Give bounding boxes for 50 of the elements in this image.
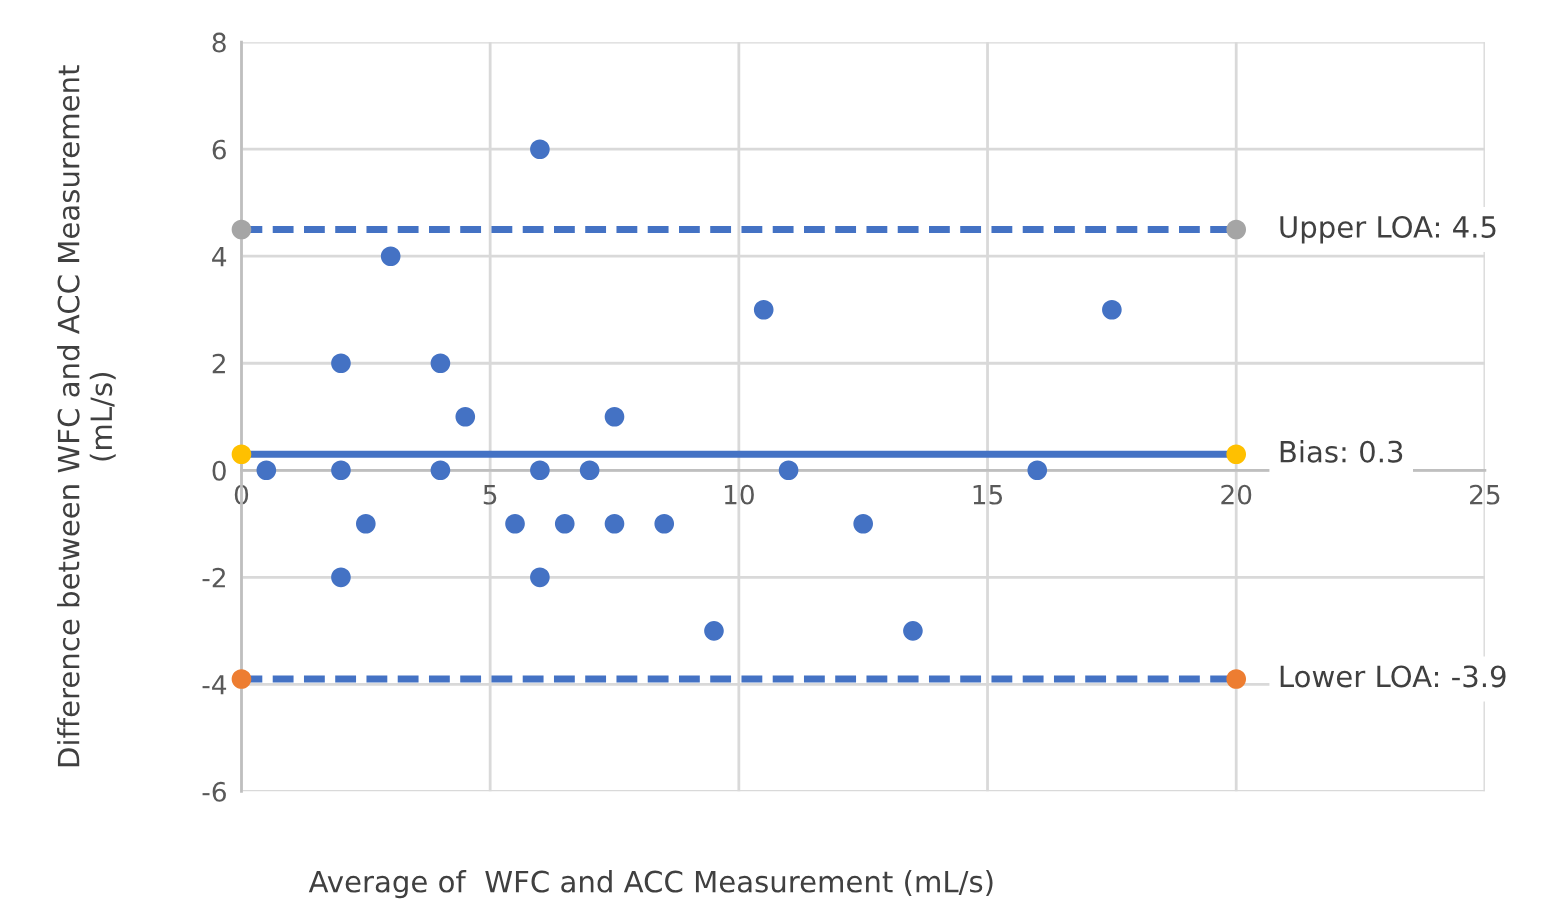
point xyxy=(579,460,600,481)
point xyxy=(1102,299,1122,320)
series-label: Upper LOA: 4.5 xyxy=(1280,215,1496,244)
point xyxy=(903,621,923,641)
y-tick-label: 4 xyxy=(212,247,227,267)
point xyxy=(231,669,252,689)
x-tick-label: 15 xyxy=(973,484,1003,505)
x-tick-label: 20 xyxy=(1221,484,1252,505)
point xyxy=(530,139,550,160)
point xyxy=(231,444,252,465)
y-tick-label: 6 xyxy=(212,139,226,160)
x-tick-label: 0 xyxy=(234,484,249,505)
point xyxy=(753,299,774,320)
point xyxy=(355,513,376,534)
x-tick-label: 5 xyxy=(483,484,497,505)
point xyxy=(1027,460,1048,481)
point xyxy=(778,460,799,481)
point xyxy=(604,406,625,427)
point xyxy=(704,621,724,641)
y-tick-label: -4 xyxy=(202,675,227,695)
point xyxy=(604,513,625,534)
x-axis-title: Average of WFC and ACC Measurement (mL/s) xyxy=(308,870,993,899)
point xyxy=(1226,669,1247,689)
point xyxy=(455,406,476,427)
series-label: Bias: 0.3 xyxy=(1280,440,1403,463)
point xyxy=(430,353,451,374)
point xyxy=(1226,444,1247,465)
point xyxy=(231,219,252,240)
point xyxy=(331,460,351,481)
y-axis-title: Difference between WFC and ACC Measurement (mL/s) xyxy=(57,65,116,767)
point xyxy=(554,513,575,534)
point xyxy=(430,460,451,481)
point xyxy=(380,246,401,267)
point xyxy=(1226,219,1247,240)
point xyxy=(530,567,550,588)
series-label: Lower LOA: -3.9 xyxy=(1280,665,1506,688)
point xyxy=(530,460,550,481)
y-tick-label: 0 xyxy=(212,460,226,481)
y-tick-label: 2 xyxy=(212,353,225,374)
x-tick-label: 25 xyxy=(1470,484,1500,505)
y-tick-label: -2 xyxy=(202,567,225,588)
point xyxy=(505,513,525,534)
point xyxy=(853,513,873,534)
point xyxy=(256,460,277,481)
y-tick-label: 8 xyxy=(212,32,226,53)
point xyxy=(331,353,351,374)
point xyxy=(654,513,675,534)
point xyxy=(331,567,351,588)
y-tick-label: -6 xyxy=(202,781,226,802)
x-tick-label: 10 xyxy=(724,484,754,505)
